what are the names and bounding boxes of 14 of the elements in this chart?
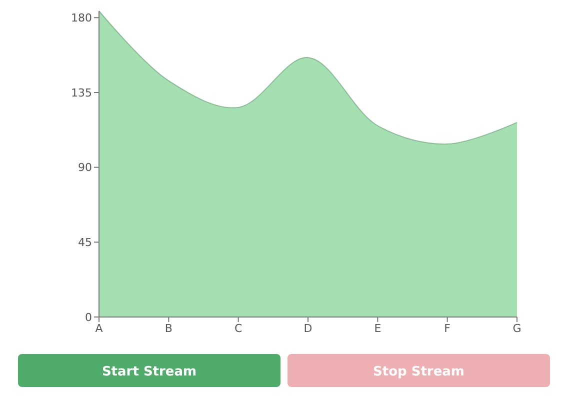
x-tick-label: E	[374, 322, 382, 335]
y-tick-label: 180	[71, 12, 92, 24]
y-tick-label: 45	[78, 236, 92, 250]
x-tick-label: C	[234, 322, 242, 335]
x-tick-label: F	[444, 322, 450, 335]
button: Start Stream	[18, 354, 280, 387]
y-tick-label: 0	[85, 310, 92, 324]
y-tick-label: 135	[71, 86, 92, 100]
x-tick-label: B	[164, 322, 172, 335]
x-tick-label: D	[304, 322, 312, 335]
x-tick-label: G	[512, 322, 522, 335]
y-tick-label: 90	[78, 161, 92, 174]
button: Stop Stream	[288, 354, 550, 387]
x-tick-label: A	[95, 322, 104, 335]
